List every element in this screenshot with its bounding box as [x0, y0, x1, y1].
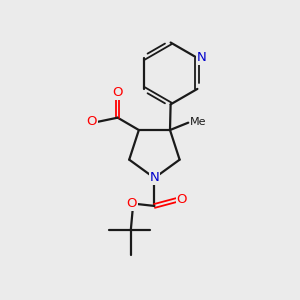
Text: N: N [197, 52, 207, 64]
Text: O: O [127, 197, 137, 210]
Text: H: H [83, 116, 91, 127]
Text: O: O [86, 115, 96, 128]
Text: O: O [112, 86, 123, 99]
Text: N: N [149, 172, 159, 184]
Text: Me: Me [190, 117, 206, 127]
Text: O: O [176, 193, 187, 206]
